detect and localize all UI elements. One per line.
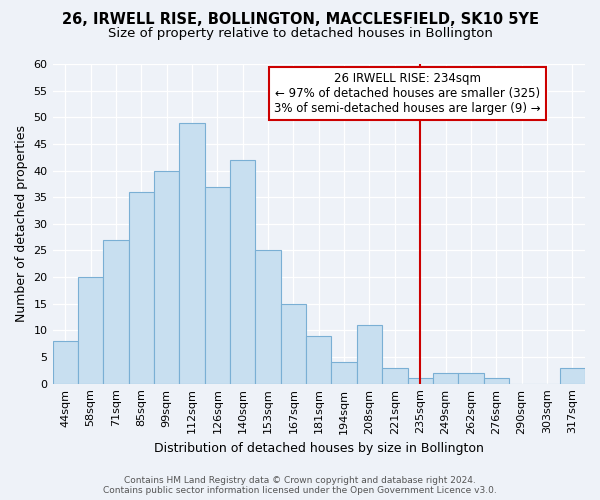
Bar: [433, 373, 458, 384]
Bar: [78, 277, 103, 384]
Text: 26, IRWELL RISE, BOLLINGTON, MACCLESFIELD, SK10 5YE: 26, IRWELL RISE, BOLLINGTON, MACCLESFIEL…: [62, 12, 539, 28]
Bar: [331, 362, 357, 384]
Bar: [306, 336, 331, 384]
Bar: [128, 192, 154, 384]
Bar: [179, 122, 205, 384]
Text: 26 IRWELL RISE: 234sqm
← 97% of detached houses are smaller (325)
3% of semi-det: 26 IRWELL RISE: 234sqm ← 97% of detached…: [274, 72, 541, 115]
X-axis label: Distribution of detached houses by size in Bollington: Distribution of detached houses by size …: [154, 442, 484, 455]
Bar: [230, 160, 256, 384]
Bar: [154, 170, 179, 384]
Bar: [256, 250, 281, 384]
Bar: [357, 325, 382, 384]
Text: Size of property relative to detached houses in Bollington: Size of property relative to detached ho…: [107, 28, 493, 40]
Bar: [407, 378, 433, 384]
Bar: [205, 186, 230, 384]
Bar: [53, 341, 78, 384]
Bar: [458, 373, 484, 384]
Y-axis label: Number of detached properties: Number of detached properties: [15, 126, 28, 322]
Bar: [560, 368, 585, 384]
Bar: [484, 378, 509, 384]
Bar: [382, 368, 407, 384]
Text: Contains HM Land Registry data © Crown copyright and database right 2024.
Contai: Contains HM Land Registry data © Crown c…: [103, 476, 497, 495]
Bar: [103, 240, 128, 384]
Bar: [281, 304, 306, 384]
